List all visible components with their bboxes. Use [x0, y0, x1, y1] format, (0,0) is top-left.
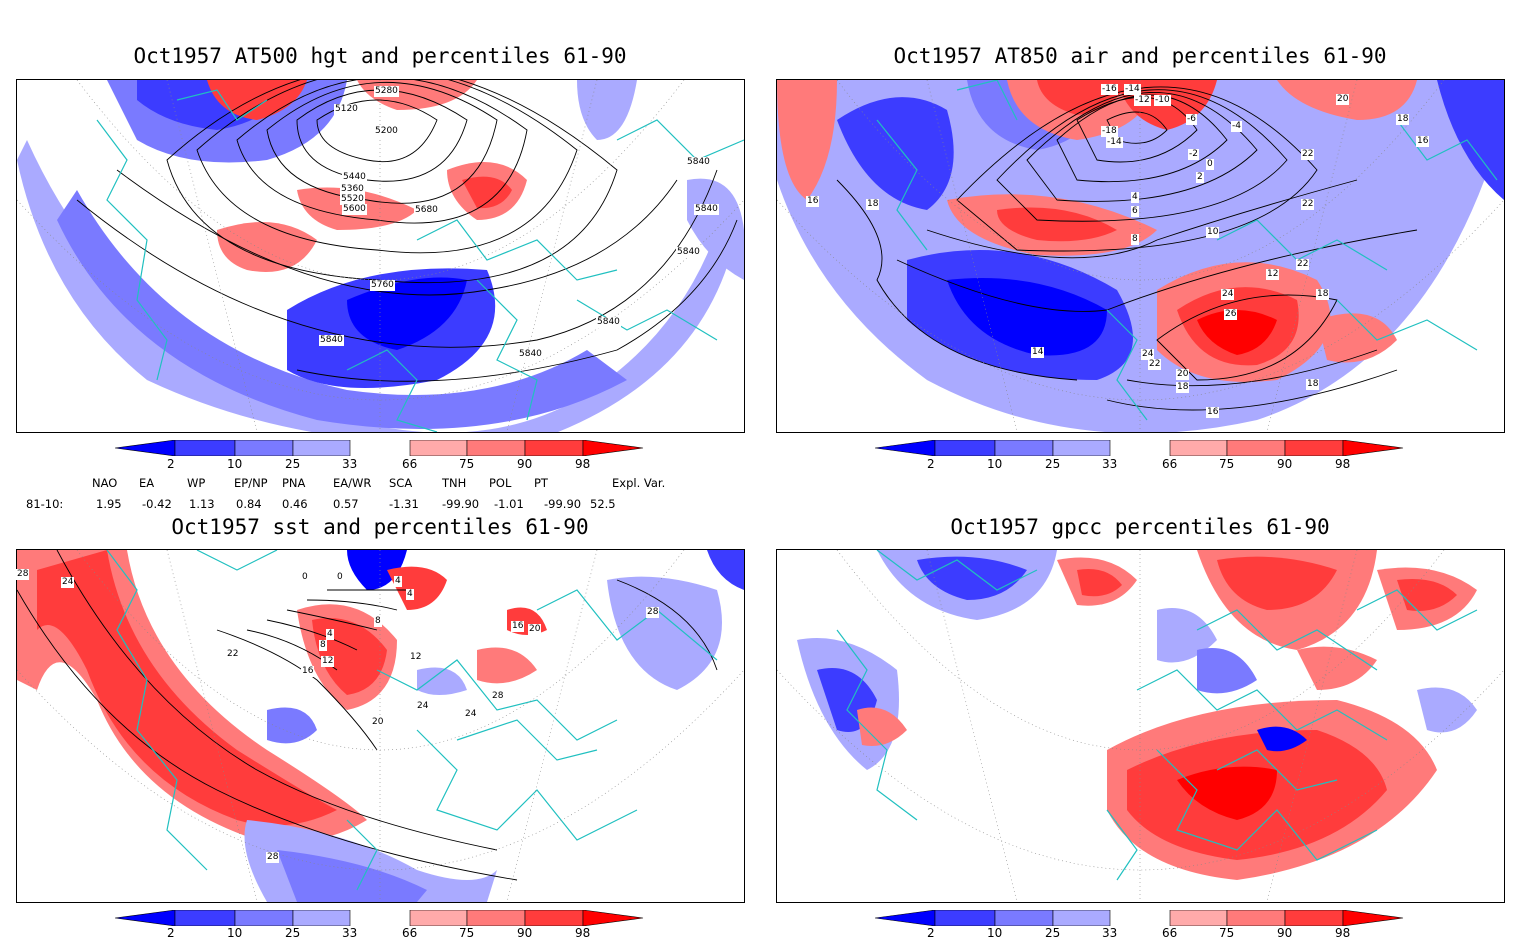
indices-value-cell: -99.90: [544, 497, 582, 511]
indices-header-cell: EP/NP: [234, 476, 268, 490]
colorbar-tick-label: 2: [927, 457, 935, 471]
indices-header-cell: PT: [534, 476, 548, 490]
indices-value-cell: 0.84: [236, 497, 262, 511]
indices-value-cell: -1.01: [494, 497, 524, 511]
panel-title-air850: Oct1957 AT850 air and percentiles 61-90: [893, 44, 1387, 68]
colorbar-tick-label: 25: [1045, 457, 1061, 471]
indices-value-cell: 0.46: [282, 497, 308, 511]
colorbar-tick-label: 10: [227, 457, 243, 471]
indices-value-cell: -99.90: [442, 497, 480, 511]
indices-header-row: NAO EA WP EP/NP PNA EA/WR SCA TNH POL PT Expl. Var…: [0, 476, 760, 490]
map-sst: [16, 549, 745, 903]
colorbar-tick-label: 2: [167, 457, 175, 471]
colorbar-tick-label: 25: [1045, 926, 1061, 940]
colorbar-4: [875, 910, 1404, 926]
indices-row-label: 81-10:: [26, 497, 64, 511]
indices-header-cell: TNH: [442, 476, 467, 490]
indices-value-cell: -1.31: [389, 497, 419, 511]
indices-value-cell: 0.57: [333, 497, 359, 511]
colorbar-tick-label: 33: [1102, 926, 1118, 940]
indices-header-cell: NAO: [92, 476, 118, 490]
colorbar-tick-label: 25: [285, 926, 301, 940]
indices-header-cell: EA: [139, 476, 155, 490]
colorbar-labels-1: 2 10 25 33 66 75 90 98: [115, 457, 645, 471]
colorbar-tick-label: 90: [517, 926, 533, 940]
colorbar-3: [115, 910, 644, 926]
indices-header-cell: EA/WR: [333, 476, 372, 490]
indices-header-cell: Expl. Var.: [612, 476, 666, 490]
colorbar-tick-label: 66: [1162, 457, 1178, 471]
colorbar-tick-label: 33: [1102, 457, 1118, 471]
map-hgt500: [16, 79, 745, 433]
colorbar-tick-label: 66: [402, 926, 418, 940]
colorbar-tick-label: 75: [1219, 457, 1235, 471]
colorbar-labels-4: 2 10 25 33 66 75 90 98: [875, 926, 1405, 940]
colorbar-tick-label: 66: [1162, 926, 1178, 940]
colorbar-tick-label: 66: [402, 457, 418, 471]
map-air850: [776, 79, 1505, 433]
colorbar-tick-label: 75: [1219, 926, 1235, 940]
panel-title-gpcc: Oct1957 gpcc percentiles 61-90: [950, 515, 1330, 539]
indices-header-cell: POL: [489, 476, 512, 490]
colorbar-tick-label: 90: [1277, 926, 1293, 940]
map-hgt500-svg: [17, 80, 744, 432]
map-gpcc: [776, 549, 1505, 903]
colorbar-tick-label: 75: [459, 457, 475, 471]
indices-value-cell: -0.42: [142, 497, 172, 511]
colorbar-tick-label: 90: [517, 457, 533, 471]
colorbar-2: [875, 440, 1404, 456]
indices-value-cell: 1.13: [189, 497, 215, 511]
colorbar-tick-label: 90: [1277, 457, 1293, 471]
colorbar-tick-label: 75: [459, 926, 475, 940]
panel-title-hgt500: Oct1957 AT500 hgt and percentiles 61-90: [133, 44, 627, 68]
indices-value-row: 81-10: 1.95 -0.42 1.13 0.84 0.46 0.57 -1.31 -99.…: [0, 497, 760, 511]
colorbar-tick-label: 10: [987, 926, 1003, 940]
map-gpcc-svg: [777, 550, 1504, 902]
colorbar-tick-label: 98: [1335, 457, 1351, 471]
colorbar-tick-label: 98: [1335, 926, 1351, 940]
colorbar-tick-label: 10: [987, 457, 1003, 471]
indices-header-cell: WP: [187, 476, 206, 490]
indices-value-cell: 1.95: [96, 497, 122, 511]
colorbar-tick-label: 33: [342, 457, 358, 471]
indices-header-cell: SCA: [389, 476, 413, 490]
colorbar-tick-label: 98: [575, 457, 591, 471]
colorbar-tick-label: 25: [285, 457, 301, 471]
panel-title-sst: Oct1957 sst and percentiles 61-90: [171, 515, 589, 539]
colorbar-tick-label: 98: [575, 926, 591, 940]
colorbar-labels-2: 2 10 25 33 66 75 90 98: [875, 457, 1405, 471]
indices-header-cell: PNA: [282, 476, 306, 490]
colorbar-tick-label: 2: [167, 926, 175, 940]
colorbar-labels-3: 2 10 25 33 66 75 90 98: [115, 926, 645, 940]
colorbar-tick-label: 10: [227, 926, 243, 940]
map-sst-svg: [17, 550, 744, 902]
colorbar-1: [115, 440, 644, 456]
colorbar-tick-label: 33: [342, 926, 358, 940]
colorbar-tick-label: 2: [927, 926, 935, 940]
indices-value-cell: 52.5: [590, 497, 616, 511]
map-air850-svg: [777, 80, 1504, 432]
